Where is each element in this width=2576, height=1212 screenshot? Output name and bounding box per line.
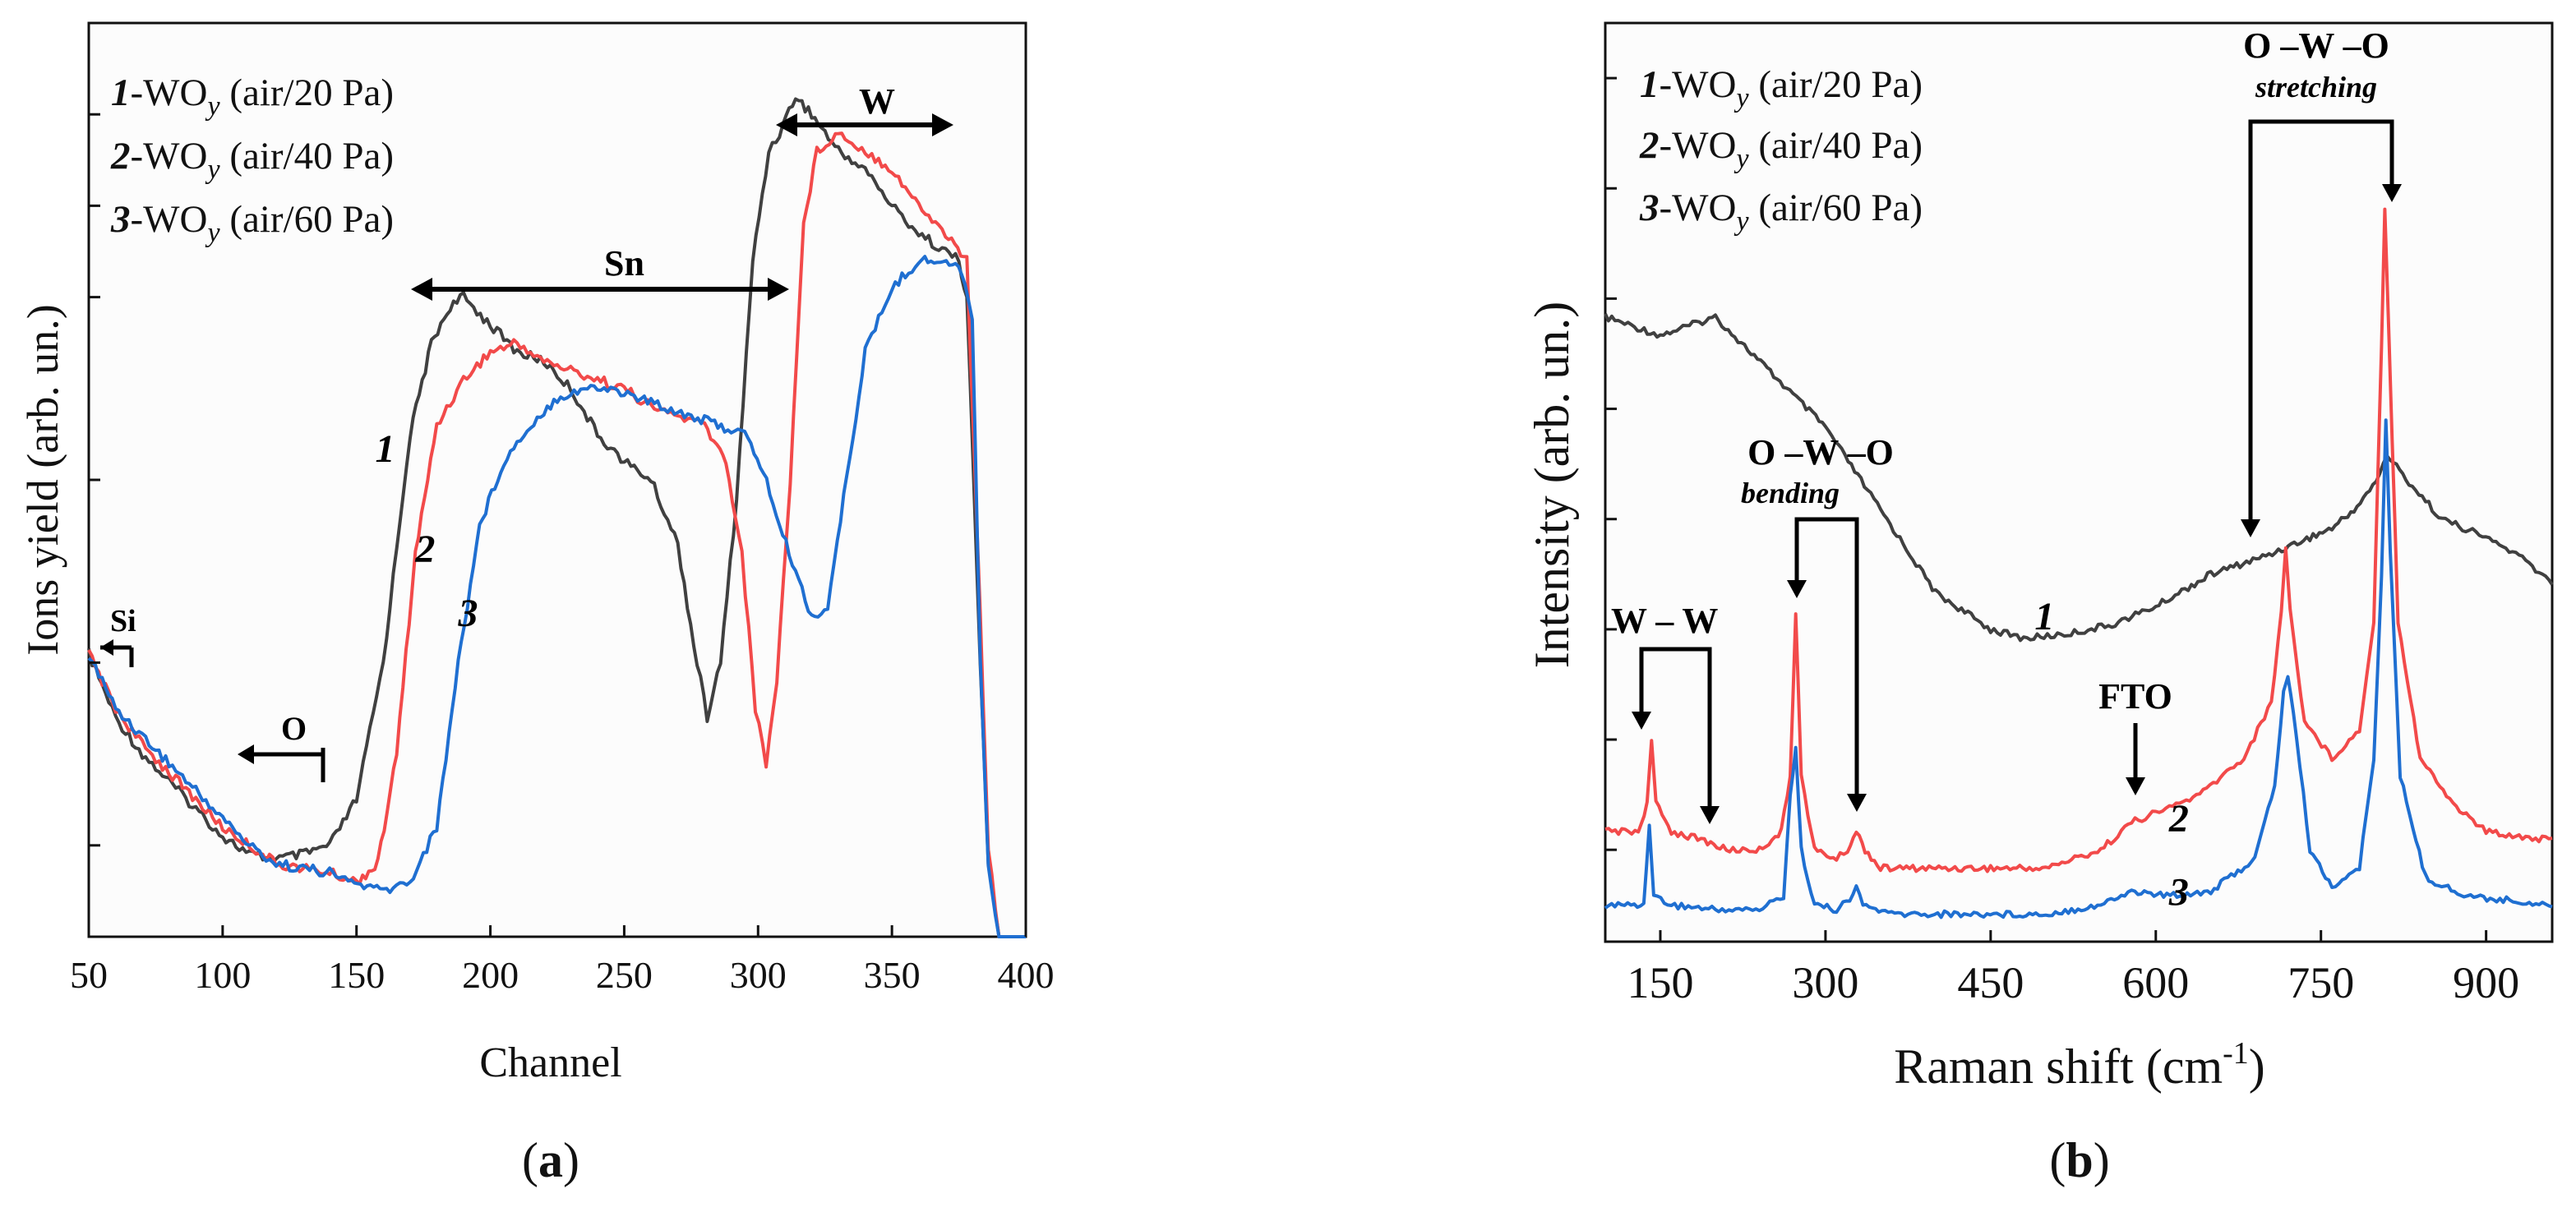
curve-label-3: 3 [2168,870,2189,914]
panel-a-ticks: 50 100 150 200 250 300 350 400 [70,21,1055,996]
panel-a-curve-labels: 1 23 [376,427,478,635]
annotation-w-w-bracket [1639,647,1712,809]
arrowhead-icon [1632,712,1651,730]
legend-entry-1: 1-WOy (air/20 Pa) [111,71,394,122]
series-line-2 [87,131,1026,938]
panel-b-ticks: 150 300 450 600 750 900 [1605,76,2519,1007]
annotation-si: Si [110,604,136,638]
panel-a-caption: (a) [522,1133,579,1187]
x-tick-label: 250 [596,954,653,996]
annotation-bending-label: bending [1741,477,1840,509]
panel-a-x-axis-title: Channel [479,1039,621,1086]
x-tick-label: 350 [864,954,921,996]
x-tick-label: 450 [1957,958,2024,1007]
curve-label-2: 2 [2168,797,2189,841]
annotation-o: O [281,710,307,747]
annotation-stretching-bracket [2248,119,2394,523]
x-tick-label: 600 [2122,958,2189,1007]
arrowhead-icon [100,639,113,656]
annotation-w-w: W – W [1611,601,1718,641]
x-tick-label: 750 [2287,958,2354,1007]
x-tick-label: 200 [462,954,519,996]
arrowhead-icon [2382,184,2402,202]
annotation-o-bracket [242,748,325,782]
x-tick-label: 300 [730,954,787,996]
x-tick-label: 400 [998,954,1055,996]
arrowhead-icon [932,113,953,136]
legend-entry-3: 3-WOy (air/60 Pa) [110,198,394,248]
arrowhead-icon [768,278,789,301]
arrowhead-icon [1787,580,1807,598]
series-line-1 [87,97,1026,938]
legend-entry-2: 2-WOy (air/40 Pa) [110,135,394,185]
arrowhead-icon [411,278,432,301]
annotation-bending-title: O –W –O [1747,432,1894,472]
x-tick-label: 100 [194,954,251,996]
series-line-3 [87,255,1026,938]
panel-a-y-axis-title: Ions yield (arb. un.) [18,304,67,655]
panel-b-series [1604,207,2554,919]
panel-a-legend: 1-WOy (air/20 Pa) 2-WOy (air/40 Pa) 3-WO… [110,71,394,248]
series-line-3 [1604,418,2553,919]
legend-entry-2: 2-WOy (air/40 Pa) [1639,124,1923,174]
curve-label-1: 1 [2034,595,2054,638]
panel-a-annotations: Si O Sn W [100,81,953,782]
arrowhead-icon [238,744,254,764]
x-tick-label: 900 [2453,958,2519,1007]
panel-a-series [87,97,1026,938]
series-line-2 [1604,207,2553,873]
panel-b-curve-labels: 1 2 3 [2034,595,2188,914]
annotation-stretching-label: stretching [2255,71,2377,104]
arrowhead-icon [1847,794,1867,812]
x-tick-label: 150 [1627,958,1693,1007]
arrowhead-icon [2126,777,2145,795]
panel-b-legend: 1-WOy (air/20 Pa) 2-WOy (air/40 Pa) 3-WO… [1639,63,1923,237]
legend-entry-3: 3-WOy (air/60 Pa) [1639,187,1923,237]
x-tick-label: 150 [328,954,385,996]
arrowhead-icon [2241,519,2260,537]
annotation-sn: Sn [604,243,644,283]
legend-entry-1: 1-WOy (air/20 Pa) [1640,63,1923,113]
panel-b-annotations: W – W O –W –O bending FTO O –W –O stretc… [1611,25,2402,824]
panel-b-y-axis-title: Intensity (arb. un.) [1525,302,1579,669]
x-tick-label: 50 [70,954,108,996]
panel-b: 150 300 450 600 750 900 1-WOy (air/20 Pa) 2-W… [1525,21,2554,1187]
annotation-w: W [859,81,895,122]
curve-label-1: 1 [376,427,395,471]
panel-b-x-axis-title: Raman shift (cm-1) [1894,1036,2265,1094]
annotation-bending-bracket [1794,517,1859,797]
panel-b-caption: (b) [2049,1133,2109,1187]
arrowhead-icon [776,113,797,136]
panel-a: 50 100 150 200 250 300 350 400 1-WOy (air/20 Pa… [18,21,1055,1187]
x-tick-label: 300 [1792,958,1858,1007]
arrowhead-icon [1700,806,1720,824]
annotation-fto: FTO [2098,676,2172,717]
annotation-stretching-title: O –W –O [2243,25,2389,66]
curve-label-3: 3 [457,592,478,635]
curve-label-2: 2 [414,528,435,571]
